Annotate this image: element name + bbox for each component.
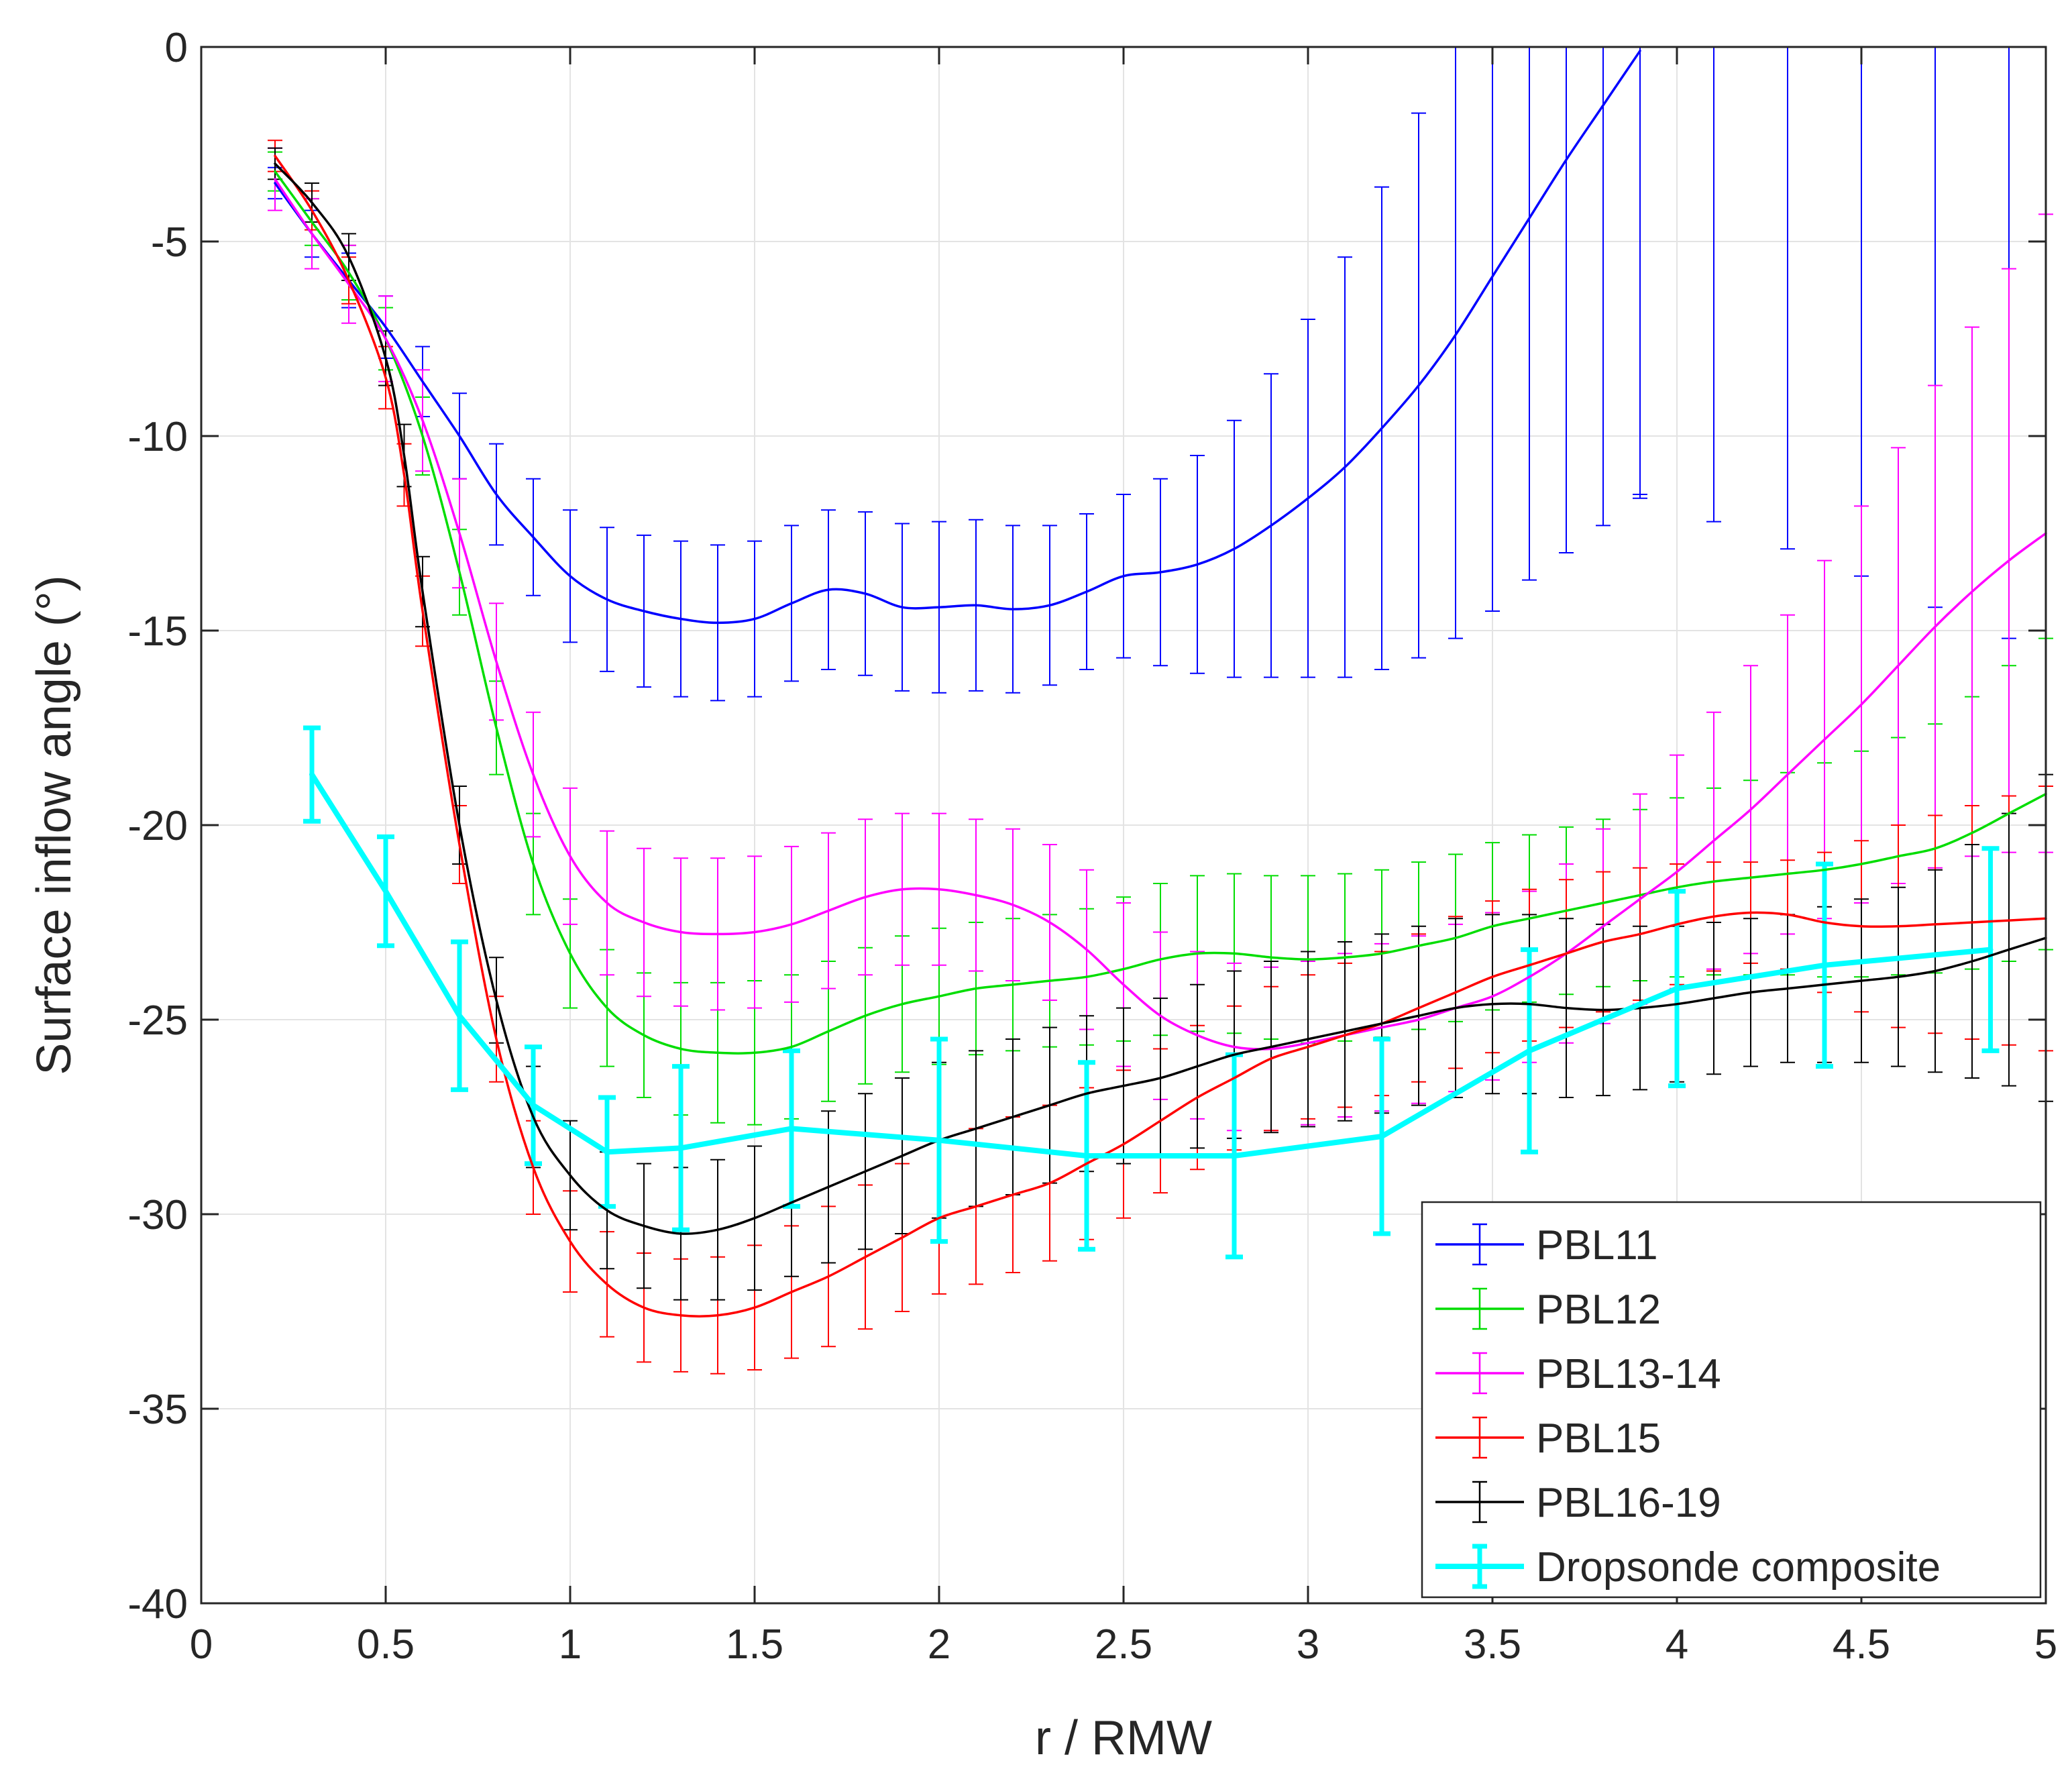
dropsonde-composite-line: [309, 771, 1994, 1159]
x-tick-label: 3: [1297, 1621, 1319, 1668]
x-tick-label: 3.5: [1464, 1621, 1521, 1668]
y-tick-label: -35: [127, 1387, 188, 1433]
legend-item-dropsonde-composite: Dropsonde composite: [1435, 1544, 1941, 1591]
legend-label: PBL16-19: [1536, 1480, 1721, 1526]
legend-label: Dropsonde composite: [1536, 1544, 1941, 1591]
pbl13-14-line: [274, 178, 2047, 1051]
y-tick-label: 0: [165, 25, 188, 71]
pbl11-error-bar: [1559, 47, 1574, 553]
legend-box: [1421, 1201, 2042, 1599]
pbl16-19-line: [274, 162, 2047, 1235]
x-tick-label: 2: [928, 1621, 950, 1668]
legend: PBL11 PBL12 PBL13-14 PBL15 PBL16-19 Dropsonde…: [1421, 1201, 2042, 1599]
legend-item-pbl15: PBL15: [1435, 1415, 1661, 1462]
axis-ticks: 0 0.5 1 1.5 2 2.5 3 3.5 4 4.5 5 0 -5 -10 -15 -20 -25 -30 -…: [127, 25, 2057, 1668]
x-tick-label: 4.5: [1833, 1621, 1890, 1668]
pbl12-line: [274, 170, 2047, 1055]
x-tick-label: 0.5: [357, 1621, 415, 1668]
pbl11-error-bar: [1780, 47, 1795, 550]
x-tick-label: 2.5: [1095, 1621, 1152, 1668]
pbl11-error-bar: [1448, 47, 1463, 639]
legend-label: PBL15: [1536, 1415, 1661, 1462]
x-tick-label: 0: [190, 1621, 213, 1668]
y-tick-label: -20: [127, 803, 188, 849]
pbl11-error-bar: [1596, 47, 1611, 527]
pbl11-line: [274, 50, 1641, 625]
legend-item-pbl13-14: PBL13-14: [1435, 1351, 1721, 1397]
x-tick-label: 5: [2034, 1621, 2057, 1668]
x-tick-label: 4: [1666, 1621, 1688, 1668]
x-axis-label: r / RMW: [1035, 1711, 1212, 1765]
legend-label: PBL13-14: [1536, 1351, 1721, 1397]
x-tick-label: 1: [559, 1621, 582, 1668]
y-tick-label: -25: [127, 998, 188, 1044]
y-tick-label: -30: [127, 1192, 188, 1238]
legend-item-pbl16-19: PBL16-19: [1435, 1480, 1721, 1526]
y-tick-label: -15: [127, 608, 188, 655]
legend-item-pbl12: PBL12: [1435, 1287, 1661, 1333]
pbl11-error-bar: [1522, 47, 1537, 581]
y-axis-label: Surface inflow angle (°): [28, 575, 81, 1075]
series-lines: [274, 50, 2047, 1318]
legend-item-pbl11: PBL11: [1435, 1222, 1658, 1269]
pbl15-line: [274, 154, 2047, 1318]
x-tick-label: 1.5: [726, 1621, 783, 1668]
y-tick-label: -40: [127, 1581, 188, 1627]
y-tick-label: -10: [127, 414, 188, 460]
y-tick-label: -5: [151, 219, 188, 266]
pbl11-error-bar: [1485, 47, 1500, 612]
pbl11-error-bar: [1633, 47, 1647, 495]
legend-label: PBL11: [1536, 1222, 1658, 1269]
pbl11-error-bar: [1706, 47, 1721, 523]
legend-label: PBL12: [1536, 1287, 1661, 1333]
